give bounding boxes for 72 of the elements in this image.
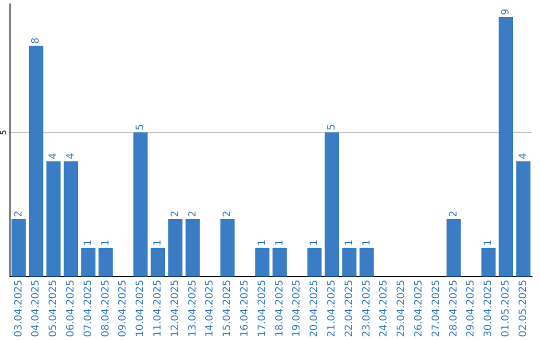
data-label: 1 [309,240,320,246]
x-tick-label: 01.05.2025 [500,280,512,338]
x-tick-label: 29.04.2025 [466,280,477,338]
x-tick-label: 14.04.2025 [204,280,216,338]
data-label: 1 [483,240,494,246]
x-tick-label: 03.04.2025 [13,280,24,338]
bar [272,248,287,277]
bar [186,219,200,277]
x-tick-label: 26.04.2025 [413,280,424,338]
x-tick-label: 02.05.2025 [518,280,529,338]
data-label: 1 [256,240,268,246]
bar [324,132,340,277]
x-tick-label: 11.04.2025 [152,280,164,338]
data-label: 4 [65,152,76,160]
data-label: 1 [82,240,94,246]
x-tick-label: 12.04.2025 [170,280,181,338]
data-label: 8 [30,37,42,44]
data-label: 1 [274,240,286,246]
bar [446,219,461,277]
bar [133,132,148,277]
x-tick-label: 10.04.2025 [135,280,146,338]
data-label: 4 [48,152,60,160]
x-tick-label: 27.04.2025 [430,280,442,338]
data-label: 4 [518,152,529,160]
data-label: 5 [135,124,146,130]
data-label: 9 [500,8,512,15]
x-tick-label: 15.04.2025 [222,280,234,338]
bar [168,219,182,277]
bar [46,161,61,277]
x-tick-label: 13.04.2025 [187,280,198,338]
bar [342,248,356,277]
x-tick-label: 21.04.2025 [326,280,338,338]
x-tick-label: 25.04.2025 [396,280,408,338]
bar [28,46,44,277]
data-label: 2 [187,210,198,218]
data-label: 5 [326,124,338,130]
bar [307,248,322,277]
bar [12,219,26,277]
bar [360,248,374,277]
x-tick-label: 20.04.2025 [309,280,320,338]
bar [98,248,113,277]
x-tick-label: 28.04.2025 [448,280,460,338]
data-label: 1 [344,240,355,246]
x-tick-label: 07.04.2025 [82,280,94,338]
x-tick-label: 16.04.2025 [239,280,250,338]
bar [516,161,530,277]
bar [81,248,96,277]
data-label: 2 [13,210,24,218]
x-tick-label: 04.04.2025 [30,280,42,338]
bar [64,161,78,277]
x-tick-label: 08.04.2025 [100,280,112,338]
x-tick-label: 05.04.2025 [48,280,60,338]
x-tick-label: 24.04.2025 [378,280,390,338]
data-label: 1 [100,240,112,246]
data-label: 2 [448,210,460,218]
data-label: 2 [170,210,181,218]
bar [220,219,235,277]
data-label: 1 [361,240,372,246]
x-tick-label: 23.04.2025 [361,280,372,338]
x-tick-label: 17.04.2025 [256,280,268,338]
x-tick-label: 30.04.2025 [483,280,494,338]
x-tick-label: 19.04.2025 [292,280,303,338]
x-tick-label: 18.04.2025 [274,280,286,338]
bar [481,248,496,277]
x-tick-label: 09.04.2025 [118,280,129,338]
bar [498,16,514,277]
x-tick-label: 06.04.2025 [65,280,76,338]
data-label: 1 [152,240,164,246]
bar [150,248,166,277]
x-tick-label: 22.04.2025 [344,280,355,338]
bar [255,248,270,277]
data-label: 2 [222,210,234,218]
